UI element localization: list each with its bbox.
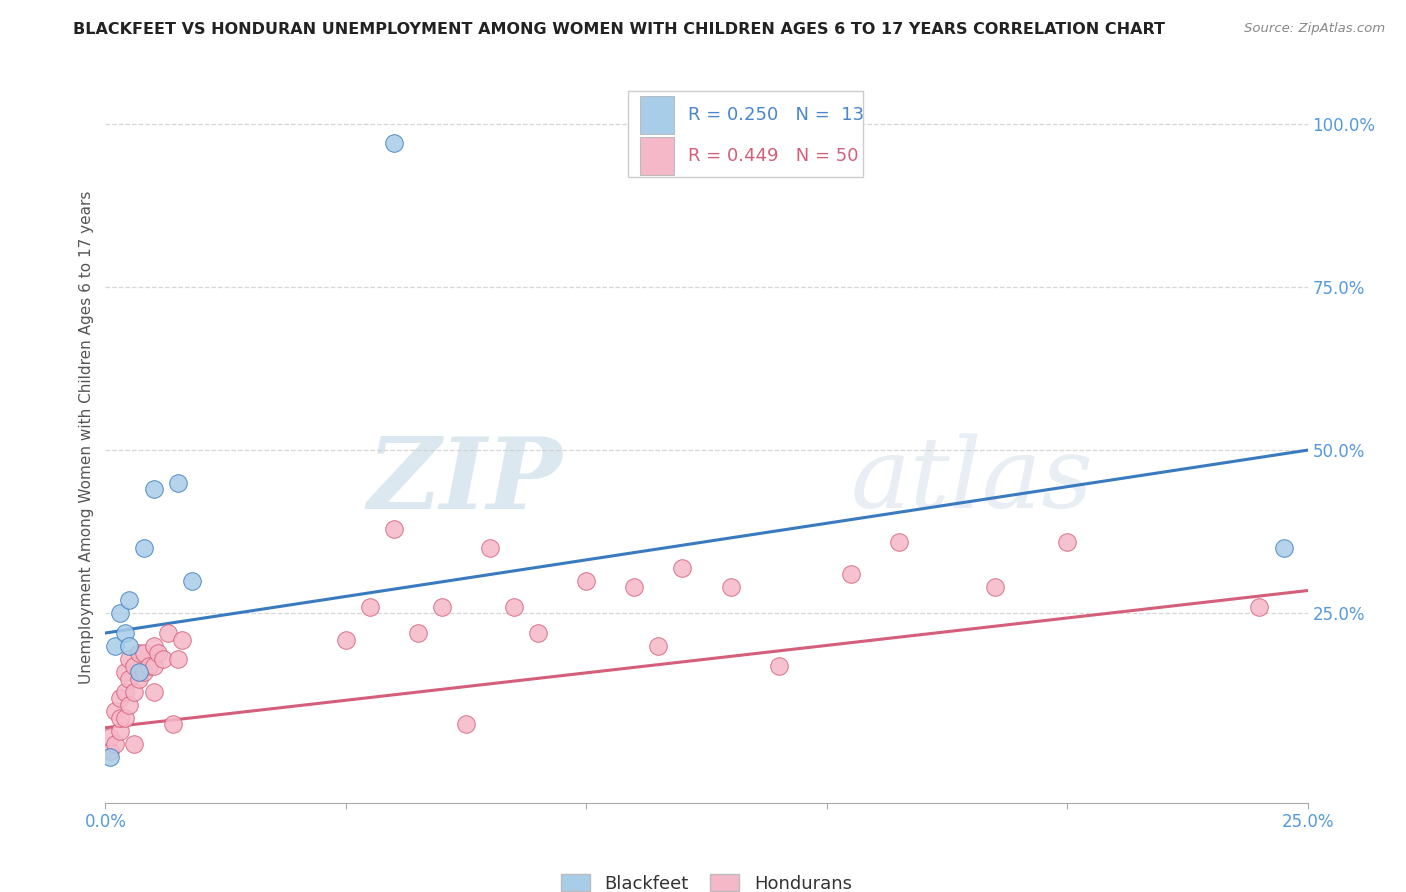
Point [108, 711, 131, 725]
Point [118, 652, 141, 666]
Point [108, 723, 131, 738]
Point [138, 658, 160, 673]
Point [118, 672, 141, 686]
Point [118, 698, 141, 712]
Point [132, 646, 155, 660]
Point [479, 541, 502, 555]
Point [172, 632, 194, 647]
Point [181, 574, 204, 588]
Point [128, 665, 150, 680]
Point [647, 639, 669, 653]
Point [623, 580, 645, 594]
Legend: Blackfeet, Hondurans: Blackfeet, Hondurans [554, 867, 859, 892]
Point [575, 574, 598, 588]
Point [124, 737, 146, 751]
Point [124, 685, 146, 699]
Point [114, 685, 136, 699]
Point [166, 475, 188, 490]
Point [128, 672, 150, 686]
Point [142, 685, 165, 699]
Point [166, 652, 188, 666]
Point [118, 593, 141, 607]
Point [142, 483, 165, 497]
Point [114, 626, 136, 640]
Text: BLACKFEET VS HONDURAN UNEMPLOYMENT AMONG WOMEN WITH CHILDREN AGES 6 TO 17 YEARS : BLACKFEET VS HONDURAN UNEMPLOYMENT AMONG… [73, 22, 1164, 37]
Text: atlas: atlas [851, 434, 1094, 529]
Y-axis label: Unemployment Among Women with Children Ages 6 to 17 years: Unemployment Among Women with Children A… [79, 190, 94, 684]
Point [124, 658, 146, 673]
Point [503, 599, 526, 614]
Point [132, 541, 155, 555]
Point [382, 521, 405, 535]
FancyBboxPatch shape [628, 91, 863, 178]
Bar [640, 96, 673, 135]
Point [152, 652, 174, 666]
Point [359, 599, 381, 614]
Point [104, 639, 127, 653]
Text: R = 0.250   N =  13: R = 0.250 N = 13 [689, 106, 865, 124]
Point [108, 607, 131, 621]
Point [720, 580, 742, 594]
Point [142, 639, 165, 653]
Text: ZIP: ZIP [367, 433, 562, 529]
Point [382, 136, 405, 151]
Point [104, 737, 127, 751]
Point [142, 658, 165, 673]
Point [887, 534, 910, 549]
Point [1249, 599, 1271, 614]
Point [671, 560, 693, 574]
Point [98, 750, 121, 764]
Point [98, 731, 121, 745]
Point [1056, 534, 1078, 549]
Point [114, 711, 136, 725]
Point [118, 639, 141, 653]
Point [430, 599, 453, 614]
Point [162, 717, 184, 731]
Point [128, 646, 150, 660]
Point [98, 743, 121, 757]
Point [406, 626, 429, 640]
Point [454, 717, 477, 731]
Point [839, 567, 862, 582]
Text: R = 0.449   N = 50: R = 0.449 N = 50 [689, 147, 859, 165]
Point [104, 705, 127, 719]
Bar [640, 136, 673, 175]
Point [1272, 541, 1295, 555]
Text: Source: ZipAtlas.com: Source: ZipAtlas.com [1244, 22, 1385, 36]
Point [984, 580, 1007, 594]
Point [148, 646, 170, 660]
Point [335, 632, 357, 647]
Point [132, 665, 155, 680]
Point [156, 626, 179, 640]
Point [527, 626, 550, 640]
Point [768, 658, 790, 673]
Point [114, 665, 136, 680]
Point [108, 691, 131, 706]
